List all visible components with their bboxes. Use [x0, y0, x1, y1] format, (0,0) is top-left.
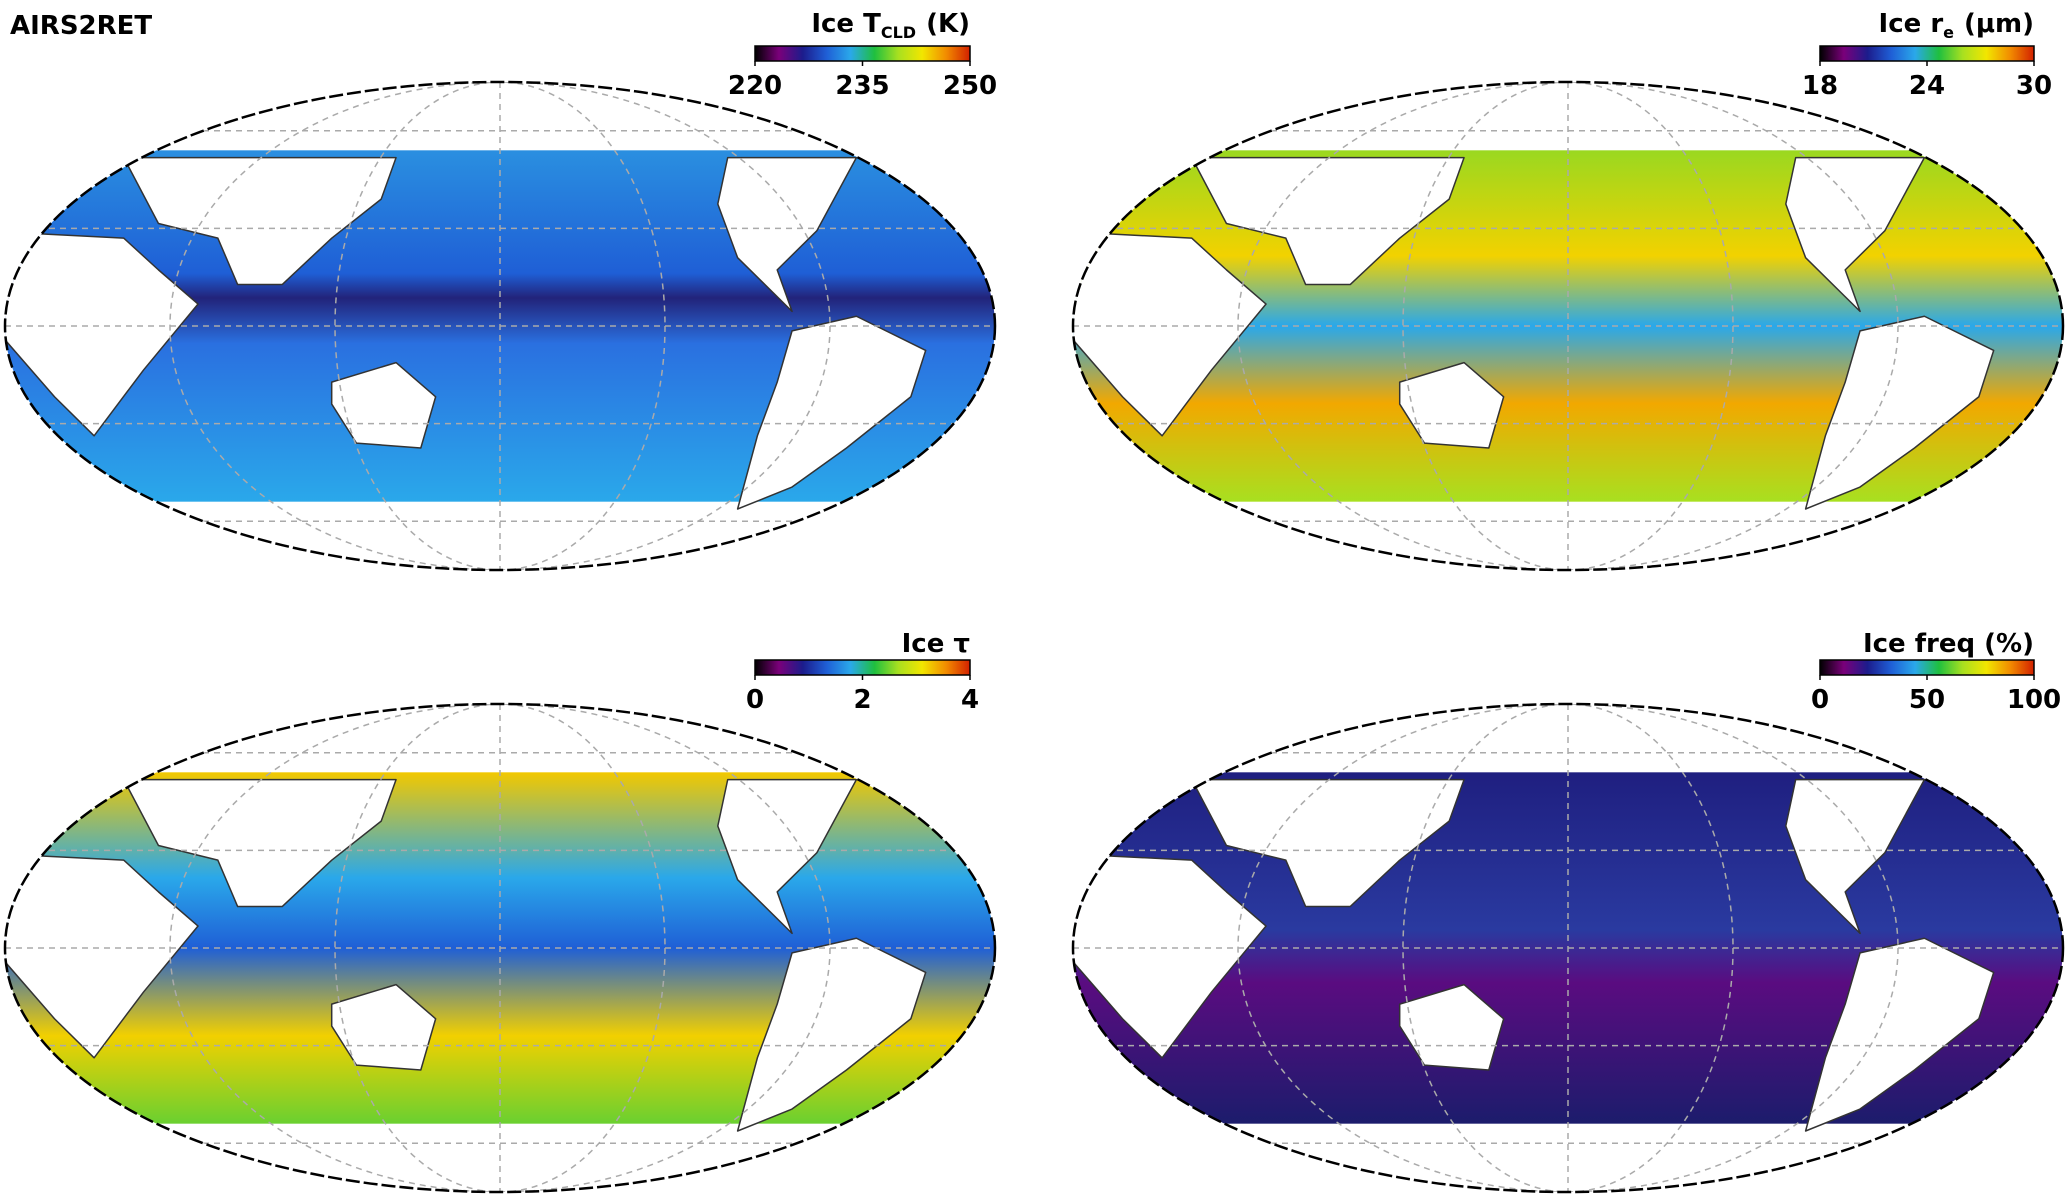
land [1073, 230, 1267, 437]
panel-title: Ice re (μm) [1879, 9, 2034, 42]
panel-title: Ice TCLD (K) [811, 9, 970, 42]
graticule-lon [169, 82, 831, 570]
map-panel: Ice TCLD (K) 220 235 250 [3, 9, 997, 572]
colorbar [754, 659, 971, 676]
land [1785, 778, 1926, 935]
map-panel: Ice re (μm) 18 24 30 [1071, 9, 2065, 572]
colorbar [1819, 659, 2035, 676]
land [123, 156, 397, 286]
colorbar-tick-label: 18 [1802, 71, 1838, 101]
map-border [3, 702, 997, 1194]
panel-title-main: Ice T [811, 9, 881, 39]
panel-title-sub: CLD [881, 23, 916, 42]
map-border [1071, 702, 2065, 1194]
colorbar-tick-label: 235 [835, 71, 889, 101]
colorbar [1819, 45, 2035, 62]
land [1398, 361, 1505, 449]
map-body [5, 704, 995, 1192]
panel-title-sub: e [1943, 23, 1954, 42]
land [1398, 983, 1505, 1071]
land [5, 230, 199, 437]
land [736, 937, 927, 1132]
land [717, 156, 858, 313]
land [1191, 156, 1465, 286]
land [1804, 315, 1995, 510]
graticule-lon [1402, 704, 1734, 1192]
colorbar [754, 45, 971, 62]
colorbar-tick-label: 50 [1909, 685, 1945, 715]
land [123, 778, 397, 908]
land [1191, 778, 1465, 908]
panel-title-unit: (K) [926, 9, 970, 39]
land [1804, 937, 1995, 1132]
panel-title: Ice τ [902, 629, 970, 659]
land [1073, 852, 1267, 1059]
colorbar-tick-label: 30 [2016, 71, 2052, 101]
panel-title-unit: (μm) [1964, 9, 2034, 39]
figure-title: AIRS2RET [10, 11, 152, 41]
land [5, 852, 199, 1059]
map-border [3, 80, 997, 572]
panel-title-main: Ice τ [902, 629, 970, 659]
colorbar-tick-label: 100 [2007, 685, 2061, 715]
colorbar-tick-label: 2 [853, 685, 871, 715]
map-border [1071, 80, 2065, 572]
graticule-lon [1237, 82, 1899, 570]
map-body [5, 82, 995, 570]
panel-title-main: Ice r [1879, 9, 1944, 39]
panel-title-main: Ice freq (%) [1863, 629, 2034, 659]
map-panel: Ice τ 0 2 4 [3, 629, 997, 1194]
graticule-lon [1402, 82, 1734, 570]
land [330, 361, 437, 449]
graticule-lon [169, 704, 831, 1192]
colorbar-tick-label: 0 [746, 685, 764, 715]
land [736, 315, 927, 510]
panel-title: Ice freq (%) [1863, 629, 2034, 659]
colorbar-tick-label: 220 [728, 71, 782, 101]
graticule-lon [334, 704, 666, 1192]
land [1785, 156, 1926, 313]
map-body [1073, 82, 2063, 570]
graticule-lon [1237, 704, 1899, 1192]
colorbar-tick-label: 4 [961, 685, 979, 715]
map-body [1073, 704, 2063, 1192]
colorbar-tick-label: 250 [943, 71, 997, 101]
graticule-lon [334, 82, 666, 570]
map-panel: Ice freq (%) 0 50 100 [1071, 629, 2065, 1194]
colorbar-tick-label: 0 [1811, 685, 1829, 715]
colorbar-tick-label: 24 [1909, 71, 1945, 101]
land [330, 983, 437, 1071]
land [717, 778, 858, 935]
